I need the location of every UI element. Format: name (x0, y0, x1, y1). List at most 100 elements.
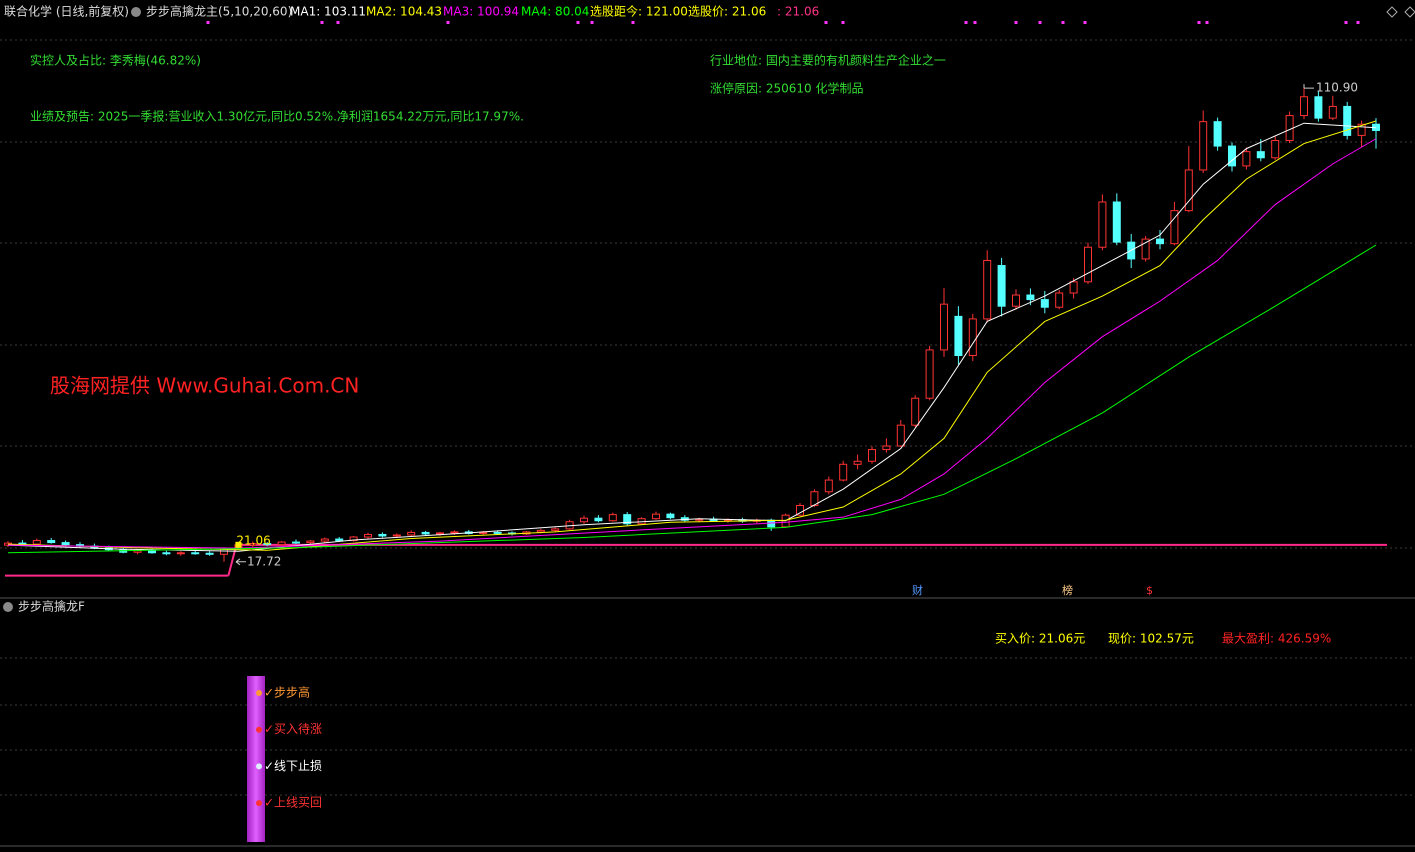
candle-body (248, 543, 257, 546)
candle-body (1271, 139, 1280, 159)
header-value: 选股距今: 121.00 (590, 4, 688, 19)
candle-body (1199, 121, 1208, 171)
candle-body (1328, 105, 1337, 119)
candle-body (349, 536, 358, 542)
candle-body (1156, 238, 1164, 245)
candle-body (335, 538, 344, 542)
candle-body (796, 504, 804, 516)
candle-body (450, 531, 459, 534)
signal-dot (1038, 21, 1042, 24)
stat: 现价: 102.57元 (1108, 632, 1194, 646)
candle-body (608, 514, 617, 522)
ma-line (7, 122, 1377, 552)
signal-dot (256, 726, 262, 733)
candle-body (997, 265, 1006, 307)
candle-body (205, 552, 214, 555)
candle-body (925, 349, 934, 399)
candle-body (652, 513, 660, 520)
buy-label: 21.06 (236, 533, 270, 547)
candle-body (407, 531, 416, 536)
candle-body (421, 531, 430, 535)
header-value: 选股价: 21.06 (688, 5, 766, 19)
signal-dot (256, 763, 262, 770)
candle-body (1040, 299, 1049, 308)
candle-body (824, 479, 833, 493)
signal-dot (964, 21, 968, 24)
signal-dot (1061, 21, 1065, 24)
annotation: 涨停原因: 250610 化学制品 (710, 81, 863, 96)
candle-body (1055, 292, 1064, 308)
signal-dot (1344, 21, 1348, 24)
candle-body (1184, 169, 1193, 212)
signal-dot (1197, 21, 1201, 24)
candle-body (623, 514, 632, 525)
stock-title: 联合化学 (日线,前复权) (4, 4, 129, 19)
candle-body (292, 541, 300, 544)
candle-body (392, 534, 401, 537)
candle-body (594, 517, 603, 522)
candle-body (695, 518, 704, 521)
candle-body (868, 449, 876, 462)
candle-body (32, 540, 41, 545)
signal-dot (1205, 21, 1209, 24)
candle-body (580, 517, 588, 523)
candle-body (1069, 281, 1078, 294)
candle-body (1084, 246, 1092, 283)
candle-body (47, 540, 56, 544)
high-arrow (1303, 84, 1314, 89)
candle-body (1012, 294, 1020, 307)
candle-body (896, 424, 905, 447)
stat: 买入价: 21.06元 (995, 632, 1085, 646)
signal-dot (1356, 21, 1360, 24)
candle-body (983, 259, 992, 320)
candle-body (277, 541, 286, 546)
candle-body (1098, 201, 1107, 248)
ma-line (7, 138, 1377, 549)
header-value: MA2: 104.43 (366, 5, 442, 19)
menu-icon[interactable] (3, 602, 13, 612)
low-label: 17.72 (247, 554, 281, 568)
event-marker: 财 (912, 583, 923, 597)
signal-dot (631, 21, 635, 24)
candle-body (191, 552, 200, 555)
signal-label: ✓步步高 (264, 685, 310, 700)
candle-body (1112, 201, 1121, 243)
candle-body (954, 315, 963, 357)
candle-body (479, 531, 488, 534)
candle-body (61, 542, 70, 546)
signal-dot (824, 21, 828, 24)
candle-body (1170, 210, 1179, 245)
buy-marker (235, 541, 242, 548)
ma-line (7, 120, 1377, 551)
panel-title: 步步高擒龙F (18, 599, 85, 614)
annotation: 业绩及预告: 2025一季报:营业收入1.30亿元,同比0.52%.净利润165… (30, 109, 524, 124)
signal-dot (841, 21, 845, 24)
candle-body (1242, 151, 1251, 167)
high-label: 110.90 (1316, 81, 1358, 95)
menu-icon[interactable] (131, 7, 141, 17)
low-arrow (235, 558, 246, 566)
signal-dot (590, 21, 594, 24)
signal-label: ✓买入待涨 (264, 721, 322, 736)
header-value: : 21.06 (777, 5, 819, 19)
candle-body (1026, 294, 1035, 301)
header-value: MA4: 80.04 (521, 5, 589, 19)
window-icons[interactable] (1386, 6, 1415, 18)
signal-dot (1083, 21, 1087, 24)
candle-body (911, 397, 920, 426)
signal-label: ✓线下止损 (264, 759, 322, 773)
candle-body (148, 550, 156, 554)
candle-body (536, 529, 545, 533)
candle-body (176, 552, 185, 555)
candle-body (1300, 96, 1308, 117)
candle-body (1213, 121, 1222, 147)
annotation: 行业地位: 国内主要的有机颜料生产企业之一 (710, 53, 946, 68)
signal-dot (973, 21, 977, 24)
candle-body (968, 318, 977, 357)
candle-body (306, 540, 315, 544)
signal-dot (256, 800, 262, 807)
candle-body (1228, 145, 1236, 167)
indicator-name: 步步高擒龙主(5,10,20,60) (146, 4, 292, 19)
